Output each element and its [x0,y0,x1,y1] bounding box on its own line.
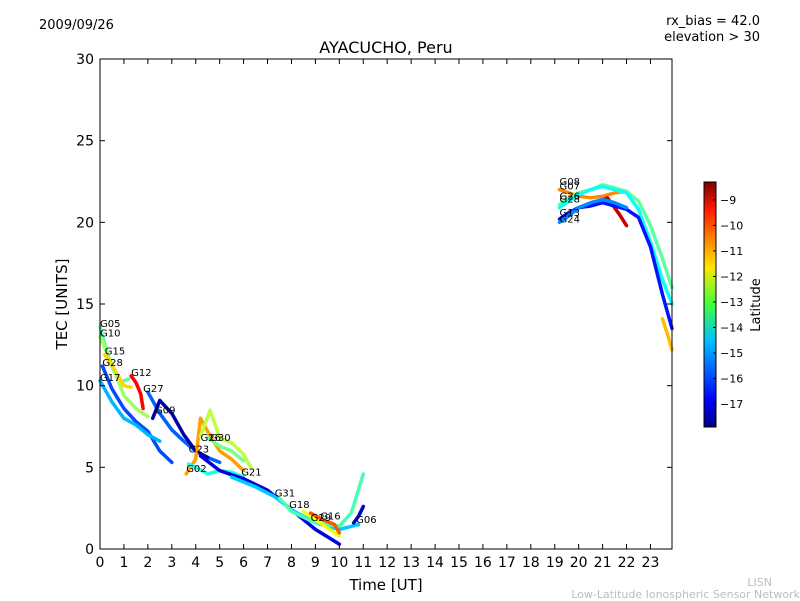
y-tick-label: 15 [76,297,94,313]
series-label-g06: G06 [356,515,376,526]
series-line-g08-18 [557,187,629,200]
colorbar-ticks: −17 −16 −15 −14 −13 −12 −11 −10 −9 [713,194,743,411]
x-tick-label: 13 [402,555,420,571]
x-tick-label: 15 [450,555,468,571]
series-line-g21-12 [198,454,342,546]
x-tick-label: 20 [570,555,588,571]
x-tick-label: 23 [642,555,660,571]
footer-network: Low-Latitude Ionospheric Sensor Network [571,588,800,601]
chart-title: AYACUCHO, Peru [319,38,453,57]
colorbar-tick-label: −12 [720,270,743,283]
y-tick-label: 30 [76,52,94,68]
series-label-g10: G10 [100,329,120,340]
series-label-g23: G23 [189,445,209,456]
x-tick-label: 11 [354,555,372,571]
colorbar-label: Latitude [749,278,764,332]
series-label-g31: G31 [275,489,295,500]
x-tick-label: 19 [546,555,564,571]
elevation-label: elevation > 30 [664,30,760,45]
series-line-g26-10 [198,408,253,470]
series-label-g29: G29 [311,513,331,524]
x-tick-label: 5 [215,555,224,571]
x-tick-label: 7 [263,555,272,571]
colorbar-tick-label: −16 [720,373,743,386]
x-tick-label: 8 [287,555,296,571]
x-tick-label: 10 [330,555,348,571]
series-label-g21: G21 [241,468,261,479]
date-label: 2009/09/26 [39,18,114,33]
colorbar-gradient [703,181,717,428]
series-label-g09: G09 [155,405,175,416]
colorbar-tick-label: −17 [720,398,743,411]
series-line-g17-4 [98,379,162,443]
y-tick-label: 25 [76,134,94,150]
x-tick-label: 17 [498,555,516,571]
x-tick-label: 22 [618,555,636,571]
series-label-g26: G26 [201,433,221,444]
series-label-g13: G13 [560,208,580,219]
series-label-g28: G28 [102,358,122,369]
x-tick-label: 14 [426,555,444,571]
x-axis: 0 1 2 3 4 5 6 7 8 9 10 11 12 13 14 15 16 17 18 19 20 21 22 23 [96,59,660,571]
series-line-g02-9 [186,462,246,479]
series-line-g28-3 [100,364,174,465]
x-tick-label: 0 [96,555,105,571]
y-tick-label: 10 [76,379,94,395]
series-line-g28-21 [557,184,674,306]
series-label-g07: G07 [560,182,580,193]
colorbar-tick-label: −10 [720,219,743,232]
series-line-g18-14 [277,472,366,528]
x-tick-label: 1 [119,555,128,571]
series-line-g24-23 [557,197,629,225]
x-tick-label: 16 [474,555,492,571]
rx-bias-label: rx_bias = 42.0 [666,14,760,29]
footer-lisn: LISN [747,576,772,589]
x-tick-label: 12 [378,555,396,571]
x-tick-label: 18 [522,555,540,571]
series-label-g24: G24 [560,214,580,225]
colorbar-tick-label: −15 [720,347,743,360]
series-line-g16-16 [308,511,342,535]
plot-lines [98,183,674,546]
colorbar-tick-label: −13 [720,296,743,309]
colorbar: −17 −16 −15 −14 −13 −12 −11 −10 −9 Latitude [703,181,764,428]
series-line-g10-1 [98,334,150,419]
x-tick-label: 6 [239,555,248,571]
series-label-g26: G26 [560,192,580,203]
x-tick-label: 21 [594,555,612,571]
x-tick-label: 3 [167,555,176,571]
x-tick-label: 9 [311,555,320,571]
series-line-g23-8 [184,416,246,476]
y-tick-label: 20 [76,215,94,231]
colorbar-tick-label: −9 [720,194,736,207]
series-line-g12-5 [129,374,145,411]
series-line-unlabeled-24 [660,316,674,352]
series-label-g05: G05 [100,319,120,330]
y-tick-label: 5 [85,460,94,476]
series-line-g30-11 [205,436,246,463]
series-line-g06-17 [351,504,366,525]
x-tick-label: 2 [143,555,152,571]
series-label-g28: G28 [560,195,580,206]
x-axis-label: Time [UT] [348,576,422,594]
y-axis: 0 5 10 15 20 25 30 [76,52,672,558]
series-label-g12: G12 [131,368,151,379]
x-tick-label: 4 [191,555,200,571]
colorbar-tick-label: −11 [720,245,743,258]
series-line-g29-15 [301,509,342,538]
series-label-g17: G17 [100,373,120,384]
series-line-g15-2 [103,352,133,390]
series-label-g27: G27 [143,384,163,395]
y-axis-label: TEC [UNITS] [53,259,71,351]
colorbar-tick-label: −14 [720,321,743,334]
series-label-g15: G15 [105,347,125,358]
series-label-g18: G18 [289,500,309,511]
series-label-g16: G16 [320,512,340,523]
series-label-g30: G30 [210,433,230,444]
y-tick-label: 0 [85,542,94,558]
series-label-g02: G02 [186,464,206,475]
series-label-g08: G08 [560,177,580,188]
